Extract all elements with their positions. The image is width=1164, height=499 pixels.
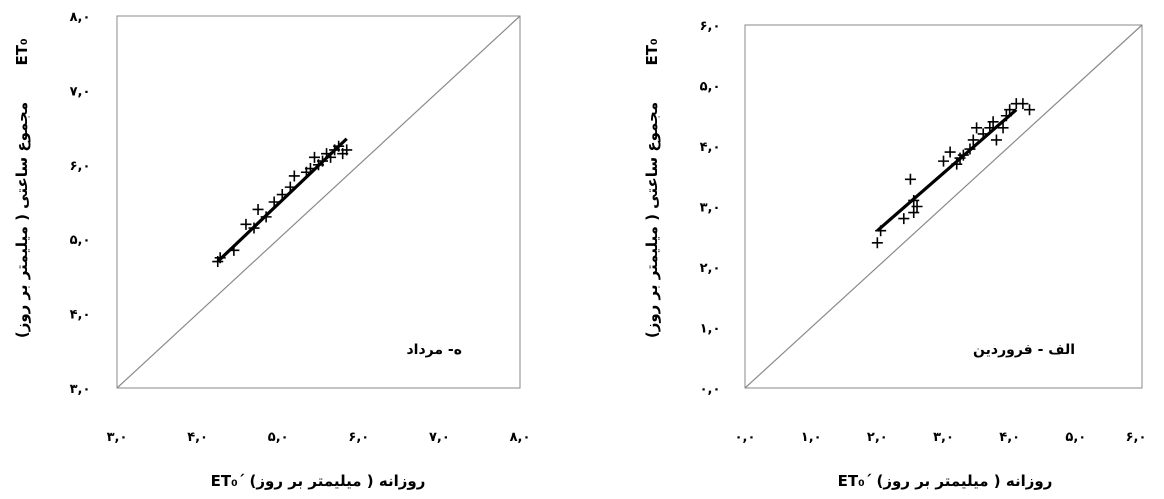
x-tick-labels: ۰,۰ ۱,۰ ۲,۰ ۳,۰ ۴,۰ ۵,۰ ۶,۰ (735, 430, 1147, 445)
y-tick-label: ۵,۰ (70, 233, 91, 248)
data-point (308, 151, 320, 163)
data-point (967, 134, 979, 146)
data-point (938, 155, 949, 167)
y-tick-label: ۳,۰ (700, 201, 721, 216)
y-tick-label: ۶,۰ (70, 159, 91, 174)
x-tick-label: ۴,۰ (999, 430, 1020, 445)
panel-mordad: ۳,۰ ۴,۰ ۵,۰ ۶,۰ ۷,۰ ۸,۰ ۳,۰ ۴,۰ ۵,۰ ۶,۰ … (13, 10, 530, 490)
x-tick-label: ۸,۰ (510, 430, 531, 445)
data-point (288, 170, 300, 182)
y-axis-label-top: ET₀ (13, 38, 31, 65)
y-tick-label: ۴,۰ (70, 308, 91, 323)
y-axis-label: مجموع ساعتی ( میلیمتر بر روز) (13, 102, 31, 338)
data-point (911, 201, 923, 212)
y-axis-label: مجموع ساعتی ( میلیمتر بر روز) (643, 102, 661, 338)
x-tick-label: ۶,۰ (1126, 430, 1147, 445)
panel-label: الف - فروردین (973, 342, 1075, 358)
data-point (1024, 104, 1036, 116)
x-tick-labels: ۳,۰ ۴,۰ ۵,۰ ۶,۰ ۷,۰ ۸,۰ (107, 430, 531, 445)
y-tick-label: ۰,۰ (700, 382, 721, 397)
y-tick-label: ۲,۰ (700, 261, 721, 276)
x-axis-label: ET₀΄ روزانه ( میلیمتر بر روز) (211, 472, 426, 490)
reference-line-1to1 (116, 15, 521, 389)
x-tick-label: ۳,۰ (107, 430, 128, 445)
data-point (341, 144, 353, 156)
y-tick-label: ۵,۰ (700, 80, 721, 95)
x-tick-label: ۷,۰ (429, 430, 450, 445)
reference-line-1to1 (744, 24, 1143, 389)
data-point (1017, 98, 1029, 110)
x-tick-label: ۴,۰ (187, 430, 208, 445)
x-tick-label: ۰,۰ (735, 430, 756, 445)
data-point (871, 237, 883, 249)
data-point (990, 134, 1002, 146)
data-point (971, 122, 983, 134)
y-tick-labels: ۰,۰ ۱,۰ ۲,۰ ۳,۰ ۴,۰ ۵,۰ ۶,۰ (700, 19, 721, 397)
y-tick-label: ۴,۰ (700, 140, 721, 155)
data-point (898, 213, 910, 225)
data-point (904, 173, 916, 185)
x-axis-label: ET₀΄ روزانه ( میلیمتر بر روز) (838, 472, 1053, 490)
y-axis-label-top: ET₀ (643, 38, 661, 65)
y-tick-label: ۸,۰ (70, 10, 91, 25)
x-tick-label: ۲,۰ (867, 430, 888, 445)
y-tick-label: ۶,۰ (700, 19, 721, 34)
regression-line (216, 137, 348, 263)
data-point (987, 116, 999, 128)
x-tick-label: ۳,۰ (933, 430, 954, 445)
data-point (240, 218, 252, 230)
x-tick-label: ۱,۰ (801, 430, 822, 445)
regression-line (876, 108, 1018, 232)
data-point (252, 203, 264, 215)
y-tick-labels: ۳,۰ ۴,۰ ۵,۰ ۶,۰ ۷,۰ ۸,۰ (70, 10, 91, 397)
data-point (908, 207, 920, 219)
y-tick-label: ۳,۰ (70, 382, 91, 397)
y-tick-label: ۷,۰ (70, 84, 91, 99)
panel-farvardin: ۰,۰ ۱,۰ ۲,۰ ۳,۰ ۴,۰ ۵,۰ ۶,۰ ۰,۰ ۱,۰ ۲,۰ … (643, 19, 1146, 490)
y-tick-label: ۱,۰ (700, 322, 721, 337)
data-point (944, 146, 956, 158)
panel-label: ه- مرداد (407, 342, 463, 358)
x-tick-label: ۶,۰ (348, 430, 369, 445)
x-tick-label: ۵,۰ (268, 430, 289, 445)
data-point (997, 122, 1009, 134)
x-tick-label: ۵,۰ (1065, 430, 1086, 445)
